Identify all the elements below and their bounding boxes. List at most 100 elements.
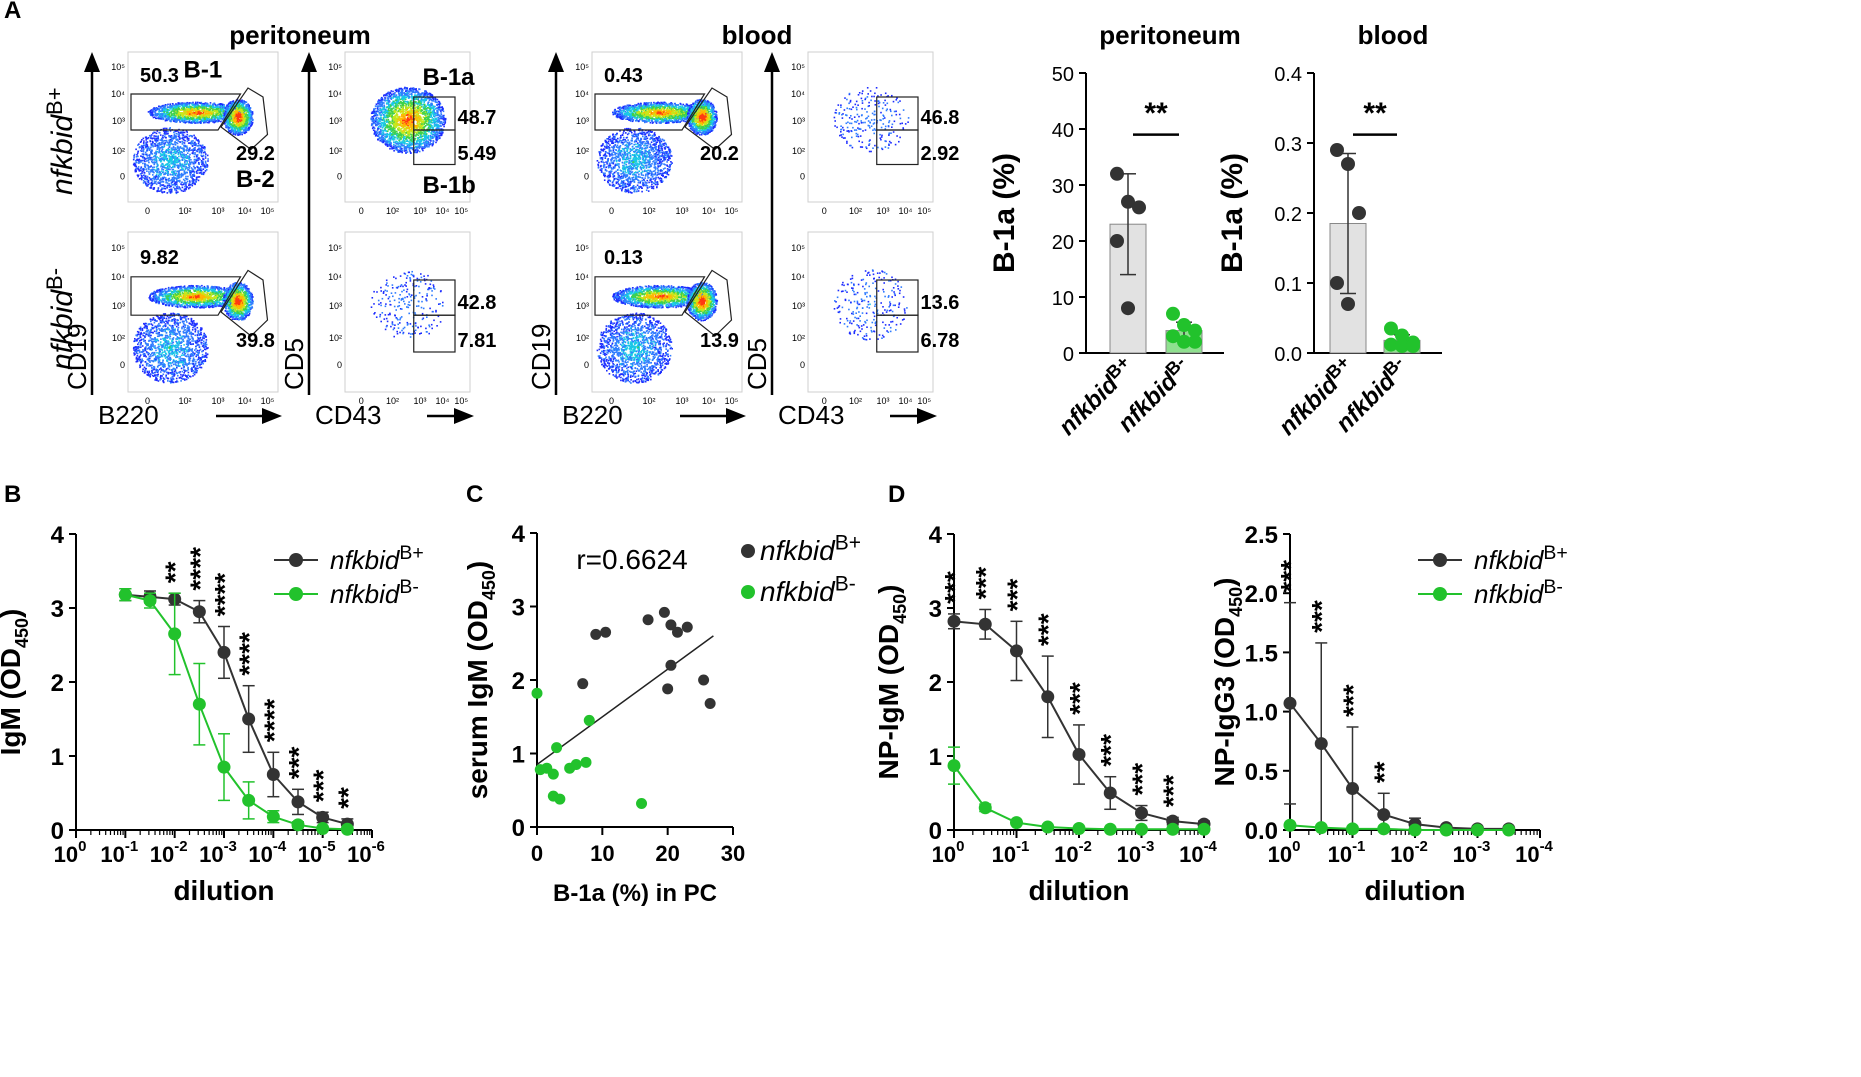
event-dot bbox=[173, 322, 176, 324]
event-dot bbox=[154, 131, 156, 134]
event-dot bbox=[190, 113, 193, 116]
event-dot bbox=[192, 363, 195, 365]
event-dot bbox=[176, 170, 178, 172]
event-dot bbox=[189, 111, 191, 113]
event-dot bbox=[177, 131, 180, 133]
event-dot bbox=[157, 188, 159, 191]
event-dot bbox=[193, 143, 195, 146]
event-dot bbox=[162, 180, 165, 183]
event-dot bbox=[179, 105, 181, 108]
event-dot bbox=[193, 147, 195, 150]
gate-name: B-2 bbox=[236, 166, 275, 193]
event-dot bbox=[197, 176, 200, 178]
event-dot bbox=[175, 159, 178, 162]
event-dot bbox=[188, 104, 191, 106]
event-dot bbox=[230, 119, 233, 122]
event-dot bbox=[152, 171, 154, 173]
event-dot bbox=[143, 159, 146, 161]
event-dot bbox=[203, 146, 206, 148]
event-dot bbox=[150, 355, 152, 358]
event-dot bbox=[168, 368, 171, 371]
event-dot bbox=[150, 111, 152, 114]
event-dot bbox=[145, 362, 148, 365]
event-dot bbox=[208, 121, 210, 124]
event-dot bbox=[156, 163, 159, 165]
event-dot bbox=[182, 156, 185, 159]
event-dot bbox=[163, 107, 166, 109]
event-dot bbox=[157, 190, 159, 192]
event-dot bbox=[162, 169, 165, 171]
event-dot bbox=[184, 348, 186, 351]
event-dot bbox=[148, 360, 150, 362]
event-dot bbox=[223, 104, 225, 106]
event-dot bbox=[156, 167, 158, 170]
event-dot bbox=[142, 142, 145, 144]
event-dot bbox=[172, 344, 175, 347]
event-dot bbox=[152, 110, 155, 112]
event-dot bbox=[149, 187, 152, 189]
event-dot bbox=[168, 116, 170, 119]
event-dot bbox=[150, 150, 152, 152]
event-dot bbox=[141, 176, 143, 179]
event-dot bbox=[133, 162, 136, 165]
event-dot bbox=[180, 147, 183, 150]
event-dot bbox=[201, 353, 204, 356]
event-dot bbox=[138, 160, 140, 162]
event-dot bbox=[169, 127, 171, 129]
event-dot bbox=[200, 169, 203, 172]
event-dot bbox=[241, 103, 244, 106]
event-dot bbox=[192, 149, 195, 152]
event-dot bbox=[181, 131, 183, 133]
event-dot bbox=[142, 368, 144, 370]
event-dot bbox=[155, 108, 157, 111]
event-dot bbox=[150, 345, 152, 347]
event-dot bbox=[165, 133, 168, 135]
event-dot bbox=[198, 150, 200, 152]
event-dot bbox=[156, 146, 159, 149]
event-dot bbox=[184, 144, 186, 147]
event-dot bbox=[193, 170, 195, 173]
event-dot bbox=[243, 120, 246, 123]
event-dot bbox=[194, 105, 196, 108]
event-dot bbox=[187, 335, 189, 337]
event-dot bbox=[232, 116, 234, 118]
event-dot bbox=[212, 103, 214, 105]
event-dot bbox=[191, 337, 193, 340]
event-dot bbox=[185, 157, 187, 159]
event-dot bbox=[148, 147, 150, 150]
event-dot bbox=[163, 354, 165, 356]
event-dot bbox=[155, 151, 158, 154]
event-dot bbox=[160, 138, 163, 140]
event-dot bbox=[185, 178, 188, 181]
event-dot bbox=[173, 114, 176, 117]
event-dot bbox=[171, 112, 173, 115]
event-dot bbox=[177, 164, 179, 167]
event-dot bbox=[182, 139, 185, 141]
event-dot bbox=[198, 113, 200, 115]
event-dot bbox=[164, 130, 166, 133]
event-dot bbox=[173, 157, 175, 159]
event-dot bbox=[158, 109, 161, 111]
event-dot bbox=[174, 166, 176, 168]
event-dot bbox=[141, 159, 143, 162]
event-dot bbox=[196, 172, 198, 174]
event-dot bbox=[153, 330, 156, 333]
event-dot bbox=[189, 186, 191, 189]
event-dot bbox=[181, 158, 184, 161]
event-dot bbox=[143, 148, 145, 150]
event-dot bbox=[153, 131, 155, 134]
event-dot bbox=[203, 107, 206, 110]
event-dot bbox=[158, 105, 160, 108]
event-dot bbox=[188, 330, 191, 333]
event-dot bbox=[153, 163, 155, 166]
event-dot bbox=[182, 148, 184, 150]
event-dot bbox=[177, 191, 179, 193]
event-dot bbox=[190, 159, 192, 161]
event-dot bbox=[170, 377, 172, 379]
event-dot bbox=[200, 165, 202, 168]
event-dot bbox=[177, 326, 180, 329]
event-dot bbox=[178, 173, 181, 175]
event-dot bbox=[152, 338, 154, 340]
event-dot bbox=[161, 171, 164, 174]
event-dot bbox=[168, 184, 171, 187]
